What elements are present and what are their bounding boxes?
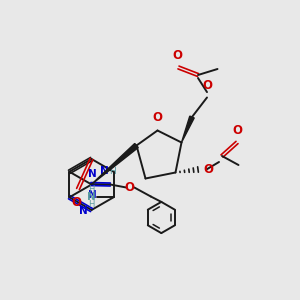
Text: H: H bbox=[109, 167, 116, 176]
Text: N: N bbox=[88, 190, 97, 200]
Text: H: H bbox=[88, 185, 94, 194]
Text: H: H bbox=[88, 200, 94, 209]
Text: N: N bbox=[79, 206, 88, 216]
Text: N: N bbox=[87, 192, 95, 202]
Polygon shape bbox=[182, 116, 194, 142]
Text: O: O bbox=[71, 196, 82, 208]
Text: O: O bbox=[125, 181, 135, 194]
Text: N: N bbox=[100, 166, 109, 176]
Polygon shape bbox=[91, 143, 138, 185]
Text: O: O bbox=[172, 49, 182, 62]
Text: O: O bbox=[203, 163, 213, 176]
Text: O: O bbox=[202, 79, 212, 92]
Text: O: O bbox=[232, 124, 242, 137]
Text: O: O bbox=[152, 112, 163, 124]
Text: N: N bbox=[88, 169, 97, 178]
